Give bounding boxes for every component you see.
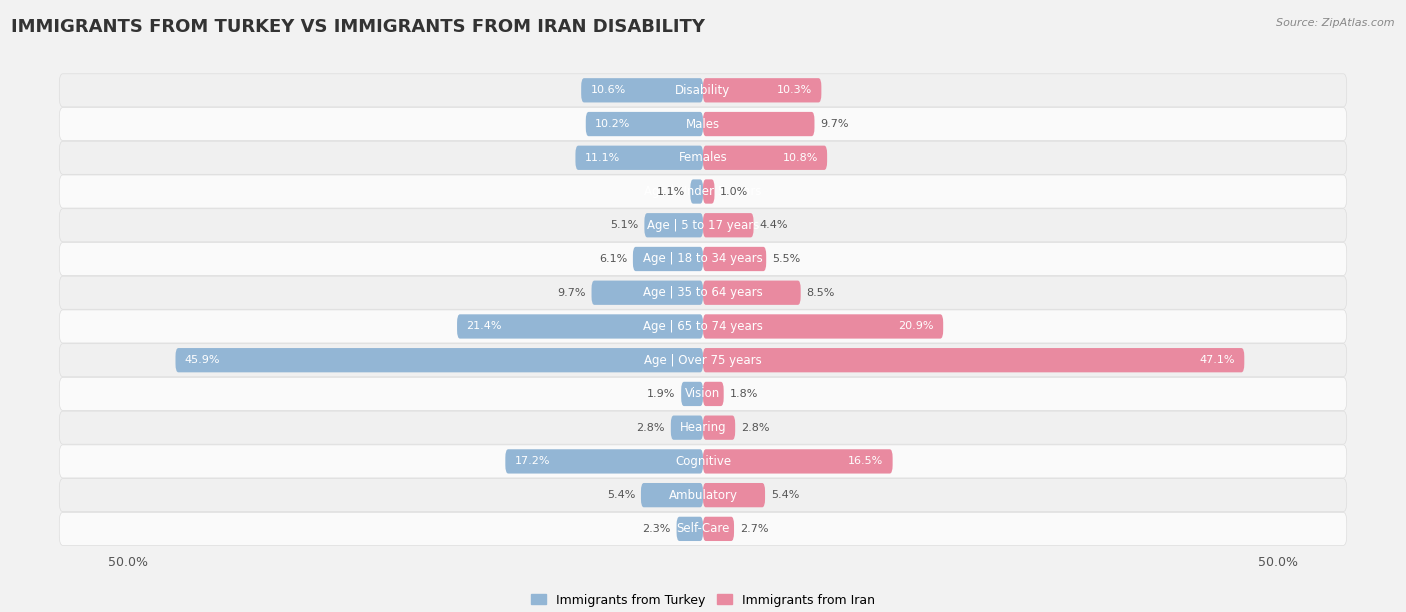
FancyBboxPatch shape [59,411,1347,444]
FancyBboxPatch shape [59,445,1347,478]
FancyBboxPatch shape [703,179,714,204]
FancyBboxPatch shape [592,280,703,305]
FancyBboxPatch shape [633,247,703,271]
Text: Self-Care: Self-Care [676,523,730,536]
Text: Males: Males [686,118,720,130]
FancyBboxPatch shape [59,242,1347,275]
Text: 2.8%: 2.8% [741,423,769,433]
Text: 1.9%: 1.9% [647,389,675,399]
FancyBboxPatch shape [703,517,734,541]
FancyBboxPatch shape [575,146,703,170]
Text: 45.9%: 45.9% [184,355,221,365]
Text: 2.3%: 2.3% [643,524,671,534]
Text: 5.4%: 5.4% [770,490,799,500]
FancyBboxPatch shape [641,483,703,507]
FancyBboxPatch shape [581,78,703,102]
Text: 1.0%: 1.0% [720,187,748,196]
Text: 5.4%: 5.4% [607,490,636,500]
Text: Disability: Disability [675,84,731,97]
Text: 2.7%: 2.7% [740,524,768,534]
FancyBboxPatch shape [676,517,703,541]
FancyBboxPatch shape [59,209,1347,242]
FancyBboxPatch shape [681,382,703,406]
Text: Females: Females [679,151,727,164]
FancyBboxPatch shape [703,112,814,136]
FancyBboxPatch shape [457,315,703,338]
Text: Age | Under 5 years: Age | Under 5 years [644,185,762,198]
Text: IMMIGRANTS FROM TURKEY VS IMMIGRANTS FROM IRAN DISABILITY: IMMIGRANTS FROM TURKEY VS IMMIGRANTS FRO… [11,18,706,36]
FancyBboxPatch shape [59,378,1347,411]
Text: 10.8%: 10.8% [783,153,818,163]
FancyBboxPatch shape [703,315,943,338]
Text: 10.6%: 10.6% [591,85,626,95]
FancyBboxPatch shape [690,179,703,204]
FancyBboxPatch shape [59,74,1347,107]
FancyBboxPatch shape [703,449,893,474]
Text: 9.7%: 9.7% [820,119,849,129]
FancyBboxPatch shape [59,141,1347,174]
FancyBboxPatch shape [703,213,754,237]
Text: 1.8%: 1.8% [730,389,758,399]
Text: Vision: Vision [685,387,721,400]
FancyBboxPatch shape [703,146,827,170]
Text: 16.5%: 16.5% [848,457,883,466]
Text: 17.2%: 17.2% [515,457,550,466]
Text: 11.1%: 11.1% [585,153,620,163]
FancyBboxPatch shape [59,175,1347,208]
Text: 1.1%: 1.1% [657,187,685,196]
Text: Cognitive: Cognitive [675,455,731,468]
FancyBboxPatch shape [671,416,703,440]
Text: Age | 18 to 34 years: Age | 18 to 34 years [643,253,763,266]
FancyBboxPatch shape [703,78,821,102]
Text: 5.1%: 5.1% [610,220,638,230]
FancyBboxPatch shape [703,247,766,271]
Text: 10.3%: 10.3% [778,85,813,95]
FancyBboxPatch shape [505,449,703,474]
Legend: Immigrants from Turkey, Immigrants from Iran: Immigrants from Turkey, Immigrants from … [530,594,876,606]
Text: 6.1%: 6.1% [599,254,627,264]
Text: Age | Over 75 years: Age | Over 75 years [644,354,762,367]
FancyBboxPatch shape [703,416,735,440]
FancyBboxPatch shape [176,348,703,372]
FancyBboxPatch shape [703,348,1244,372]
Text: Ambulatory: Ambulatory [668,488,738,502]
FancyBboxPatch shape [59,310,1347,343]
FancyBboxPatch shape [586,112,703,136]
FancyBboxPatch shape [644,213,703,237]
Text: Hearing: Hearing [679,421,727,434]
FancyBboxPatch shape [59,108,1347,141]
FancyBboxPatch shape [59,512,1347,545]
FancyBboxPatch shape [59,479,1347,512]
Text: 2.8%: 2.8% [637,423,665,433]
Text: 10.2%: 10.2% [595,119,630,129]
Text: Age | 5 to 17 years: Age | 5 to 17 years [647,218,759,232]
Text: Age | 35 to 64 years: Age | 35 to 64 years [643,286,763,299]
FancyBboxPatch shape [703,483,765,507]
Text: 20.9%: 20.9% [898,321,934,332]
Text: 21.4%: 21.4% [467,321,502,332]
Text: 5.5%: 5.5% [772,254,800,264]
FancyBboxPatch shape [59,344,1347,377]
Text: 9.7%: 9.7% [557,288,586,297]
FancyBboxPatch shape [703,280,800,305]
Text: 8.5%: 8.5% [807,288,835,297]
Text: Source: ZipAtlas.com: Source: ZipAtlas.com [1277,18,1395,28]
Text: 47.1%: 47.1% [1199,355,1234,365]
Text: Age | 65 to 74 years: Age | 65 to 74 years [643,320,763,333]
FancyBboxPatch shape [59,276,1347,309]
Text: 4.4%: 4.4% [759,220,787,230]
FancyBboxPatch shape [703,382,724,406]
